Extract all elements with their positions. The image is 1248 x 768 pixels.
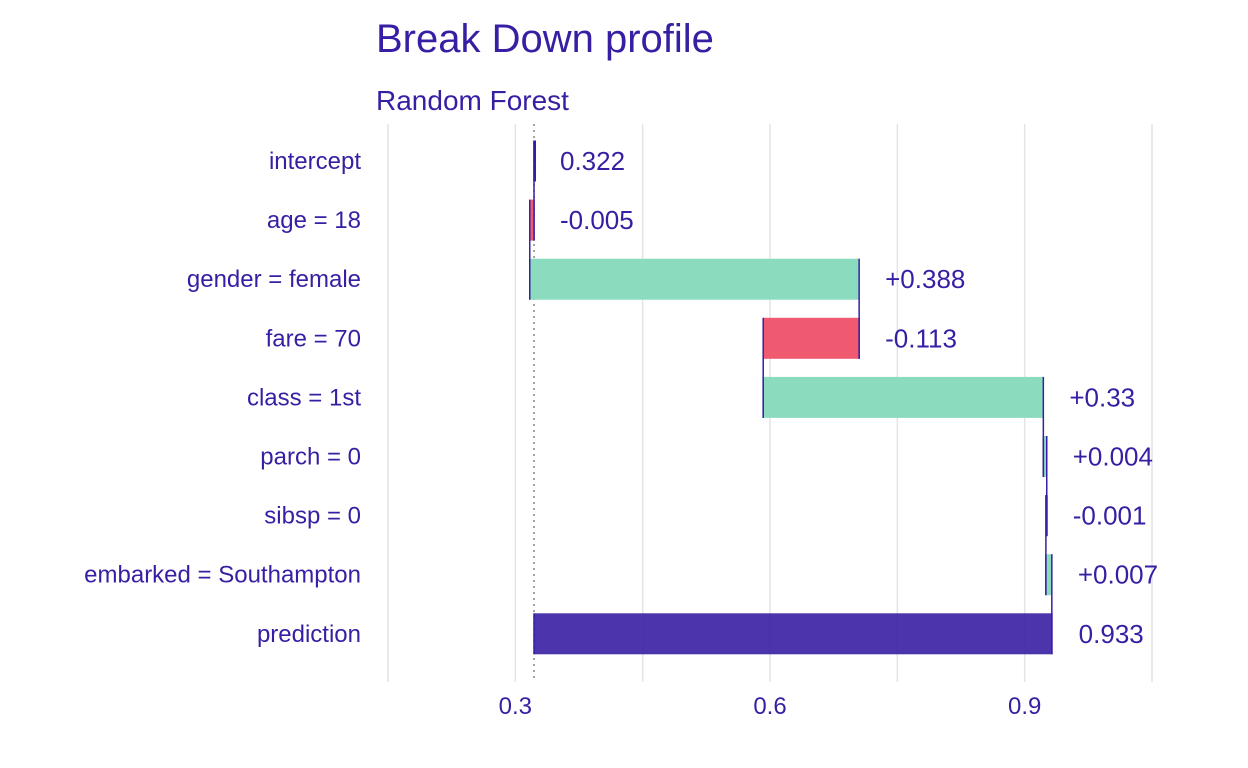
- waterfall-bar: [1045, 554, 1052, 596]
- value-label: -0.005: [560, 205, 634, 235]
- category-label: embarked = Southampton: [84, 562, 361, 589]
- category-label: gender = female: [187, 266, 361, 293]
- category-label: fare = 70: [266, 325, 361, 352]
- category-label: sibsp = 0: [264, 503, 361, 530]
- labels-layer: 0.3 0.6 0.9 intercept 0.322 age = 18 -0.005 gen…: [84, 146, 1158, 720]
- category-label: age = 18: [267, 207, 361, 234]
- value-label: +0.33: [1069, 382, 1135, 412]
- value-label: 0.933: [1079, 619, 1144, 649]
- waterfall-bar: [763, 376, 1044, 418]
- chart-title: Break Down profile: [376, 17, 714, 61]
- waterfall-bar: [534, 613, 1053, 655]
- value-label: +0.007: [1078, 560, 1158, 590]
- category-label: parch = 0: [260, 444, 361, 471]
- category-label: intercept: [269, 148, 361, 175]
- value-label: -0.001: [1073, 501, 1147, 531]
- chart-subtitle: Random Forest: [376, 85, 569, 116]
- x-tick-label: 0.9: [1008, 693, 1041, 720]
- waterfall-bar: [1043, 436, 1047, 477]
- value-label: +0.004: [1073, 442, 1153, 472]
- waterfall-bar: [534, 140, 537, 182]
- value-label: 0.322: [560, 146, 625, 176]
- x-tick-label: 0.6: [753, 693, 786, 720]
- x-tick-label: 0.3: [499, 693, 532, 720]
- value-label: +0.388: [885, 264, 965, 294]
- waterfall-bar: [529, 199, 535, 241]
- category-label: prediction: [257, 621, 361, 648]
- waterfall-bar: [763, 317, 860, 359]
- value-label: -0.113: [885, 323, 957, 353]
- bars-layer: [529, 140, 1053, 655]
- category-label: class = 1st: [247, 384, 361, 411]
- waterfall-bar: [529, 258, 860, 300]
